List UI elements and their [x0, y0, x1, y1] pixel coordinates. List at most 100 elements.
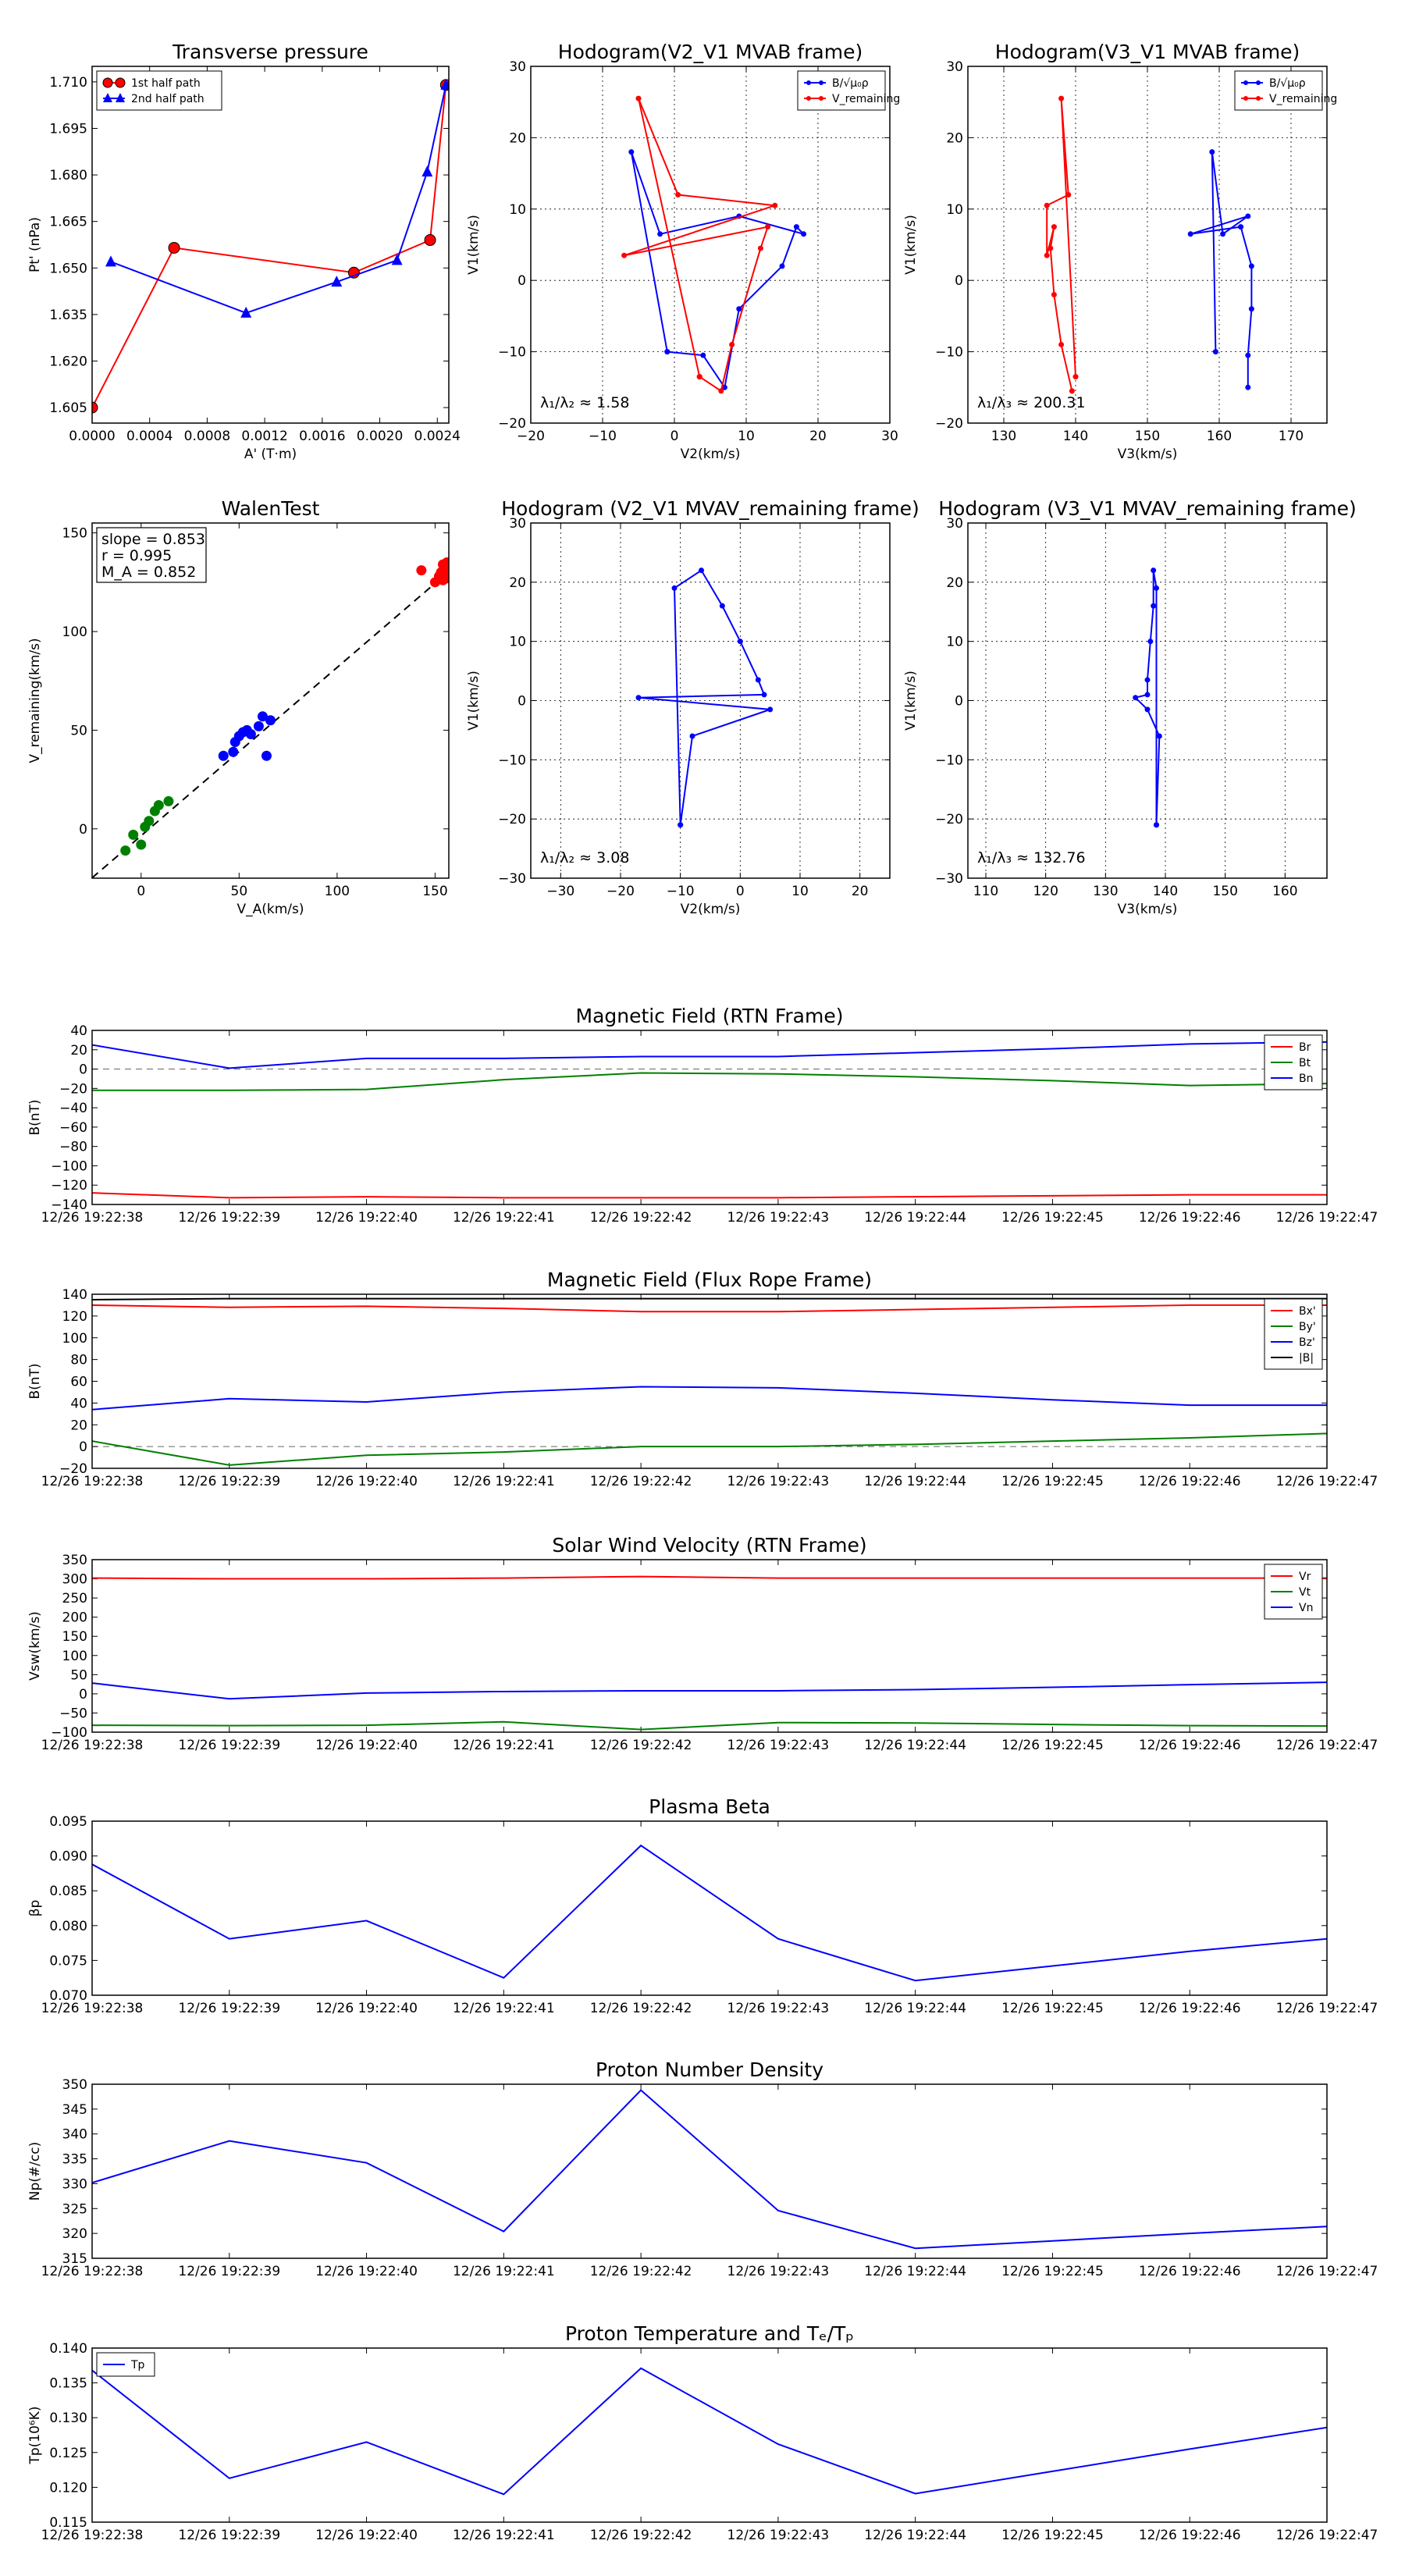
y-tick-label: −10 [935, 345, 963, 361]
y-tick-label: 10 [946, 635, 963, 650]
data-point [1245, 384, 1251, 390]
y-axis-label: Np(#/cc) [27, 2142, 43, 2201]
data-point [1058, 341, 1065, 347]
y-tick-label: 40 [70, 1396, 87, 1411]
y-tick-label: 340 [62, 2127, 87, 2143]
y-tick-label: −30 [935, 871, 963, 887]
x-tick-label: 12/26 19:22:45 [1001, 1210, 1104, 1226]
data-point [441, 557, 449, 568]
x-tick-label: 12/26 19:22:46 [1139, 1738, 1241, 1753]
legend-marker [1256, 80, 1261, 85]
y-tick-label: 250 [62, 1591, 87, 1606]
series-line [630, 151, 807, 390]
x-tick-label: 12/26 19:22:46 [1139, 2528, 1241, 2543]
data-point [779, 263, 785, 269]
x-axis-label: V3(km/s) [1118, 902, 1178, 917]
stats-line: slope = 0.853 [101, 531, 205, 548]
y-tick-label: 0 [955, 273, 963, 289]
plot-area [92, 557, 449, 878]
x-tick-label: 12/26 19:22:44 [864, 1474, 966, 1489]
data-point [218, 750, 229, 761]
y-axis-label: Vsw(km/s) [27, 1611, 43, 1681]
y-tick-label: 150 [62, 1629, 87, 1645]
legend-label: 2nd half path [131, 93, 205, 105]
x-tick-label: 12/26 19:22:47 [1276, 2001, 1378, 2016]
x-tick-label: 12/26 19:22:47 [1276, 2528, 1378, 2543]
y-axis-label: B(nT) [27, 1363, 43, 1399]
eigenvalue-ratio-label: λ₁/λ₃ ≈ 200.31 [977, 394, 1086, 411]
x-tick-label: 30 [881, 429, 898, 444]
chart-title: Hodogram(V3_V1 MVAB frame) [995, 41, 1300, 63]
series-line [92, 1297, 1327, 1300]
data-point [1151, 568, 1157, 574]
data-point [441, 573, 449, 584]
data-point [772, 202, 778, 208]
x-tick-label: 12/26 19:22:45 [1001, 2001, 1104, 2016]
data-point [153, 799, 164, 810]
y-axis-label: V_remaining(km/s) [27, 638, 43, 763]
data-point [424, 234, 436, 247]
data-point [228, 746, 239, 757]
y-tick-label: 300 [62, 1572, 87, 1588]
chart-title: WalenTest [222, 497, 320, 520]
data-point [416, 565, 427, 576]
legend-label: V_remaining [832, 93, 900, 105]
x-tick-label: 130 [991, 429, 1016, 444]
y-tick-label: 20 [509, 575, 526, 591]
y-tick-label: −30 [498, 871, 526, 887]
legend-label: V_remaining [1269, 93, 1337, 105]
x-tick-label: 12/26 19:22:38 [41, 2528, 144, 2543]
legend-marker [806, 96, 811, 101]
x-tick-label: 12/26 19:22:46 [1139, 1474, 1241, 1489]
plot-frame [91, 2347, 1328, 2523]
x-tick-label: 12/26 19:22:47 [1276, 1210, 1378, 1226]
plot-area [92, 1844, 1327, 1982]
data-point [1154, 585, 1159, 591]
y-tick-label: 10 [509, 635, 526, 650]
chart-vsw: Solar Wind Velocity (RTN Frame) 12/26 19:… [27, 1534, 1378, 1753]
legend-label: |B| [1299, 1352, 1314, 1364]
y-tick-label: 345 [62, 2102, 87, 2118]
x-tick-label: 12/26 19:22:42 [590, 2528, 692, 2543]
data-point [1072, 374, 1079, 380]
y-tick-label: 80 [70, 1353, 87, 1368]
data-point [1144, 706, 1151, 713]
x-tick-label: 170 [1279, 429, 1304, 444]
y-tick-label: 1.635 [49, 308, 87, 323]
x-tick-label: 0 [670, 429, 679, 444]
data-point [628, 149, 635, 155]
y-tick-label: −80 [59, 1140, 87, 1155]
plot-area [92, 1041, 1327, 1199]
x-tick-label: 140 [1153, 884, 1178, 899]
plot-area [621, 95, 807, 394]
plot-frame [967, 66, 1328, 424]
y-tick-label: 0.080 [49, 1919, 87, 1934]
x-tick-label: 150 [422, 884, 447, 899]
data-point [664, 349, 670, 355]
plot-frame [530, 66, 891, 424]
data-point [1245, 352, 1251, 358]
data-point [240, 306, 252, 318]
legend-label: Vt [1299, 1586, 1311, 1599]
legend-marker [819, 96, 823, 101]
legend: Tp [96, 2352, 155, 2377]
chart-h1: Hodogram(V2_V1 MVAB frame) −20 −10 0 10 20 30 −… [466, 41, 900, 462]
x-tick-label: 12/26 19:22:44 [864, 2528, 966, 2543]
y-axis-label: Pt' (nPa) [27, 217, 43, 272]
y-tick-label: 1.680 [49, 168, 87, 183]
x-tick-label: 12/26 19:22:43 [727, 2001, 830, 2016]
legend-label: By' [1299, 1321, 1316, 1333]
legend-label: Bz' [1299, 1336, 1315, 1349]
y-tick-label: 20 [946, 575, 963, 591]
series-line [92, 1072, 1327, 1091]
data-point [136, 839, 147, 850]
chart-title: Magnetic Field (RTN Frame) [576, 1005, 844, 1027]
data-point [168, 241, 180, 254]
x-tick-label: 10 [738, 429, 755, 444]
data-point [1248, 306, 1254, 312]
data-point [1058, 95, 1065, 101]
legend: Br Bt Bn [1264, 1034, 1323, 1091]
chart-h3: Hodogram (V2_V1 MVAV_remaining frame) −30… [466, 497, 919, 917]
y-tick-label: 1.710 [49, 75, 87, 91]
